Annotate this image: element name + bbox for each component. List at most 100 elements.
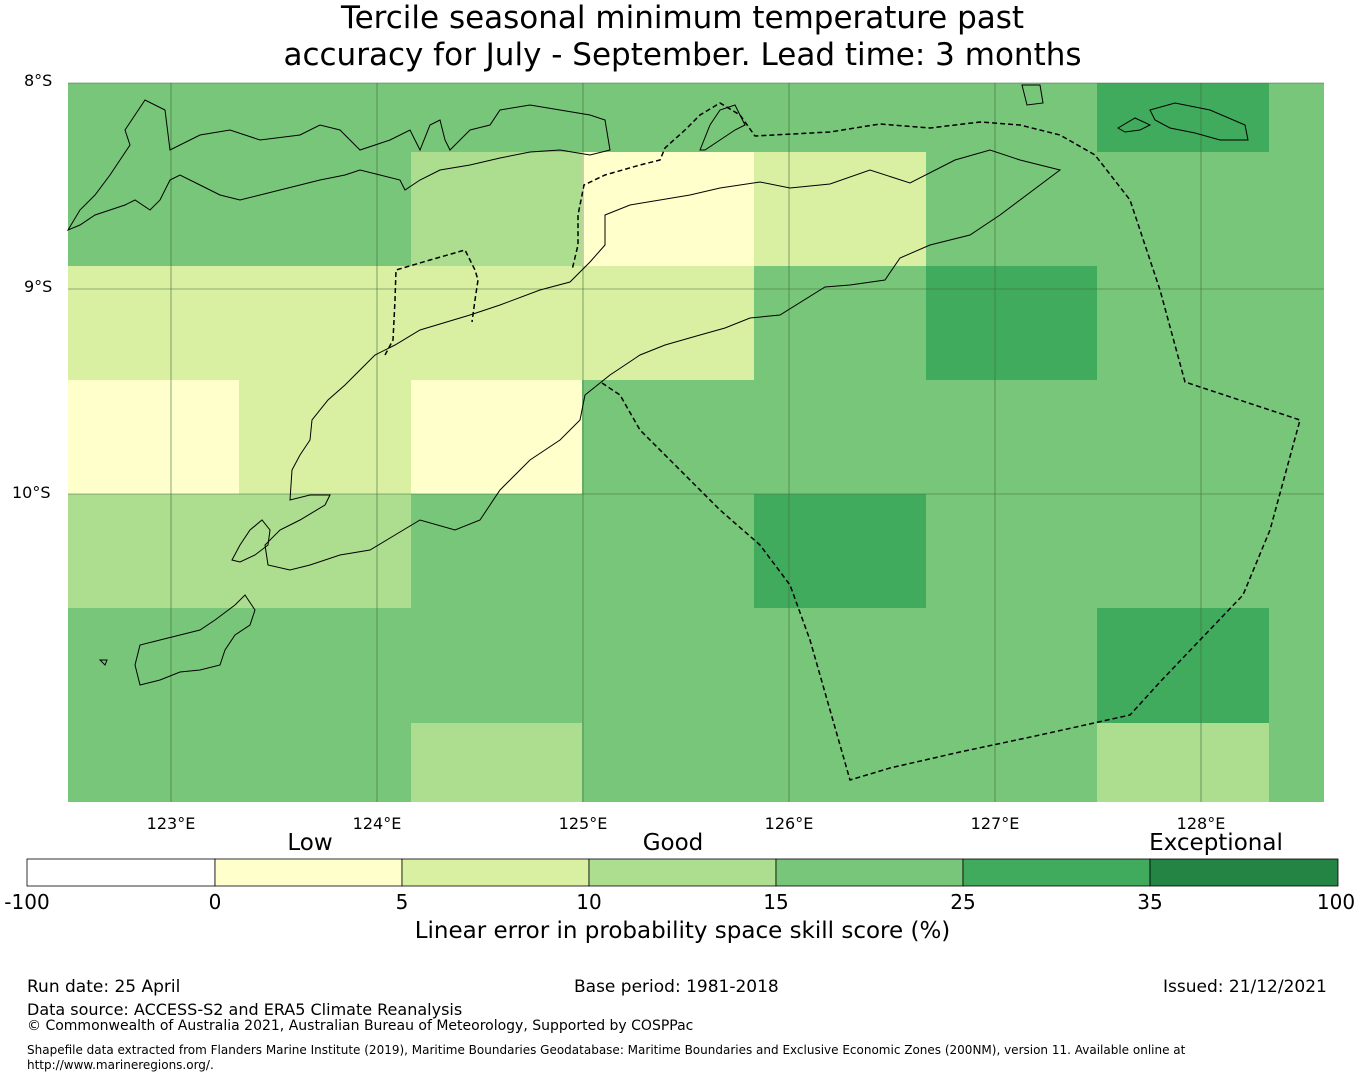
grid-cell xyxy=(1097,152,1269,266)
colorbar-segment xyxy=(401,858,590,887)
grid-cell xyxy=(582,380,754,494)
grid-cell xyxy=(239,152,411,266)
lon-label-125e: 125°E xyxy=(558,814,608,833)
oecusse-eez xyxy=(384,249,479,356)
grid-cell xyxy=(582,494,754,608)
colorbar-tick: 100 xyxy=(1316,890,1356,914)
grid-cell xyxy=(582,83,754,152)
title-line-1: Tercile seasonal minimum temperature pas… xyxy=(340,0,1025,36)
grid-cell xyxy=(68,266,239,380)
shapefile-credit-line-2: http://www.marineregions.org/. xyxy=(27,1058,214,1072)
colorbar-segment xyxy=(26,858,216,887)
grid-cell xyxy=(754,380,926,494)
grid-cell xyxy=(1097,494,1269,608)
grid-cell xyxy=(582,266,754,380)
grid-cell xyxy=(1269,83,1324,152)
issued-date: Issued: 21/12/2021 xyxy=(1163,977,1327,997)
islet-2 xyxy=(1117,117,1152,133)
grid-cell xyxy=(68,723,239,802)
category-good: Good xyxy=(642,830,704,856)
grid-cell xyxy=(926,152,1097,266)
colorbar-tick: 0 xyxy=(208,890,222,914)
data-source: Data source: ACCESS-S2 and ERA5 Climate … xyxy=(27,1000,463,1019)
grid-cell xyxy=(1269,266,1324,380)
colorbar-segment xyxy=(214,858,403,887)
grid-cell xyxy=(411,608,582,723)
grid-cell xyxy=(68,83,239,152)
grid-cell xyxy=(926,723,1097,802)
grid-cell xyxy=(926,380,1097,494)
grid-cell xyxy=(1269,494,1324,608)
grid-cell xyxy=(1097,266,1269,380)
grid-cell xyxy=(754,83,926,152)
colorbar-segment xyxy=(1149,858,1339,887)
grid-cell xyxy=(239,83,411,152)
grid-cell xyxy=(1269,380,1324,494)
lat-label-9s: 9°S xyxy=(24,277,53,296)
flores-coastline xyxy=(66,99,611,232)
colorbar-segment xyxy=(775,858,964,887)
colorbar-tick: 5 xyxy=(395,890,409,914)
lon-label-127e: 127°E xyxy=(970,814,1020,833)
grid-cell xyxy=(926,494,1097,608)
coastlines xyxy=(66,84,1249,686)
grid-cell xyxy=(754,152,926,266)
grid-cell xyxy=(926,266,1097,380)
grid-cell xyxy=(239,266,411,380)
colorbar-tick: 35 xyxy=(1137,890,1163,914)
grid-cell xyxy=(1097,723,1269,802)
grid-cell xyxy=(926,83,1097,152)
graticule xyxy=(68,82,1324,802)
shapefile-credit-line-1: Shapefile data extracted from Flanders M… xyxy=(27,1043,1186,1057)
islet-1 xyxy=(1021,84,1044,106)
grid-cell xyxy=(926,608,1097,723)
wetar-coastline xyxy=(699,104,746,151)
grid-cell xyxy=(411,266,582,380)
eez-boundaries xyxy=(384,102,1301,781)
base-period: Base period: 1981-2018 xyxy=(574,977,779,997)
colorbar-tick: 25 xyxy=(950,890,976,914)
grid-cell xyxy=(582,608,754,723)
grid-cell xyxy=(754,494,926,608)
sawu-coastline xyxy=(231,519,271,563)
grid-cell xyxy=(754,723,926,802)
category-exceptional: Exceptional xyxy=(1149,830,1283,856)
islet-3 xyxy=(98,659,108,666)
colorbar-segment xyxy=(588,858,777,887)
lat-label-8s: 8°S xyxy=(24,71,53,90)
lon-label-126e: 126°E xyxy=(764,814,814,833)
grid-cell xyxy=(1097,83,1269,152)
map-title: Tercile seasonal minimum temperature pas… xyxy=(0,0,1365,74)
title-line-2: accuracy for July - September. Lead time… xyxy=(283,37,1082,73)
lon-label-128e: 128°E xyxy=(1176,814,1226,833)
colorbar-segment xyxy=(962,858,1151,887)
grid-cell xyxy=(1269,608,1324,723)
rote-coastline xyxy=(134,594,256,686)
grid-cell xyxy=(68,380,239,494)
grid-cell xyxy=(411,152,582,266)
lon-label-124e: 124°E xyxy=(352,814,402,833)
grid-cell xyxy=(582,152,754,266)
run-date: Run date: 25 April xyxy=(27,977,181,997)
grid-cell xyxy=(411,380,582,494)
lon-label-123e: 123°E xyxy=(146,814,196,833)
grid-cell xyxy=(239,380,411,494)
alor-coastline xyxy=(1149,102,1249,141)
grid-cell xyxy=(68,152,239,266)
grid-cell xyxy=(68,494,239,608)
grid-cell xyxy=(1097,380,1269,494)
colorbar-tick: 15 xyxy=(763,890,789,914)
grid-cell xyxy=(411,83,582,152)
colorbar xyxy=(26,858,1339,887)
colorbar-tick: -100 xyxy=(4,890,50,914)
grid-cell xyxy=(411,494,582,608)
grid-cell xyxy=(239,494,411,608)
grid-cell xyxy=(1269,152,1324,266)
grid-cell xyxy=(239,723,411,802)
category-low: Low xyxy=(287,830,333,856)
grid-cell xyxy=(582,723,754,802)
colorbar-tick: 10 xyxy=(576,890,602,914)
grid-cell xyxy=(1097,608,1269,723)
grid-cell xyxy=(754,266,926,380)
